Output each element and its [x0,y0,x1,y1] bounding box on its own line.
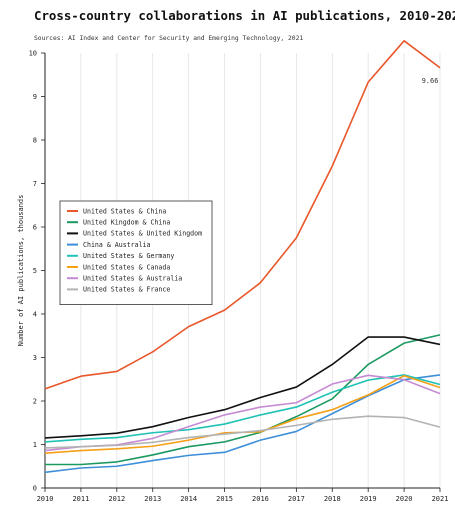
series-lines [44,40,441,474]
y-tick-label-4: 4 [33,311,37,319]
y-tick-label-1: 1 [33,441,37,449]
chart-title: Cross-country collaborations in AI publi… [34,8,455,23]
series-line-united-states-australia [44,374,441,452]
x-tick-label-2013: 2013 [144,495,161,503]
y-tick-label-9: 9 [33,93,37,101]
legend-label: United States & United Kingdom [83,230,202,238]
legend-label: United Kingdom & China [83,219,170,227]
y-tick-label-5: 5 [33,267,37,275]
y-axis-title: Number of AI publications, thousands [17,195,25,347]
axes: 0 1 2 3 4 5 6 7 8 9 10 2010 2011 2012 2013 2014 2015 2016… [29,50,449,504]
x-tick-label-2019: 2019 [360,495,377,503]
series-line-united-states-china [44,40,441,390]
y-tick-label-8: 8 [33,137,37,145]
y-tick-label-0: 0 [33,485,37,493]
y-tick-label-10: 10 [29,50,37,58]
x-tick-label-2021: 2021 [432,495,449,503]
x-tick-label-2010: 2010 [37,495,54,503]
x-tick-label-2016: 2016 [252,495,269,503]
x-tick-label-2018: 2018 [324,495,341,503]
y-tick-label-6: 6 [33,224,37,232]
x-tick-label-2012: 2012 [108,495,125,503]
series-line-united-states-germany [44,374,441,443]
y-tick-label-3: 3 [33,354,37,362]
end-value-annotation: 9.66 [422,77,439,85]
x-tick-label-2020: 2020 [396,495,413,503]
legend-label: United States & China [83,207,166,215]
x-tick-label-2014: 2014 [180,495,197,503]
legend-box [59,200,213,305]
x-tick-label-2015: 2015 [216,495,233,503]
legend-label: United States & Australia [83,275,182,283]
legend-label: China & Australia [83,241,151,249]
series-line-united-states-canada [44,374,441,454]
y-tick-label-2: 2 [33,398,37,406]
series-line-united-states-france [44,415,441,449]
legend-label: United States & Canada [83,263,170,271]
series-line-united-kingdom-china [45,334,441,466]
chart-subtitle: Sources: AI Index and Center for Securit… [34,35,304,42]
legend-label: United States & Germany [83,252,174,260]
legend: United States & China United Kingdom & Ch… [59,200,213,305]
x-tick-label-2011: 2011 [72,495,89,503]
series-line-united-states-united-kingdom [44,336,441,439]
legend-label: United States & France [83,286,170,294]
series-line-china-australia [44,374,441,474]
x-tick-label-2017: 2017 [288,495,305,503]
y-tick-label-7: 7 [33,180,37,188]
